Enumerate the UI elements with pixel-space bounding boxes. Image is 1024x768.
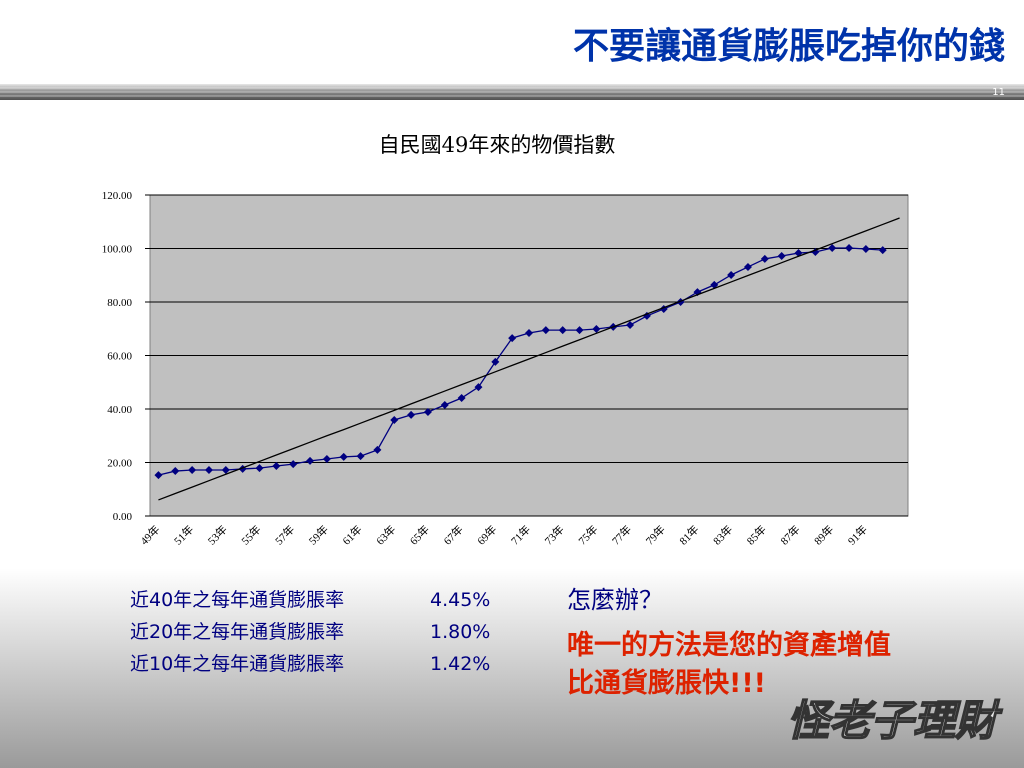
data-point	[306, 456, 315, 465]
y-tick-label: 40.00	[107, 404, 132, 416]
data-point	[204, 465, 213, 474]
data-point	[777, 251, 786, 260]
stat-value: 1.80%	[430, 621, 490, 643]
y-tick-label: 80.00	[107, 297, 132, 309]
page-number: 11	[992, 87, 1005, 98]
callout-text: 比通貨膨脹快	[567, 667, 730, 699]
data-point	[592, 325, 601, 334]
data-point	[188, 465, 197, 474]
chart-title: 自民國49年來的物價指數	[379, 133, 616, 157]
stat-label: 近10年之每年通貨膨脹率	[130, 653, 344, 675]
data-point	[440, 400, 449, 409]
data-point	[878, 246, 887, 255]
data-point	[861, 245, 870, 254]
series-line	[158, 217, 900, 501]
data-point	[626, 321, 635, 330]
callout-emphasis: !!!	[729, 668, 766, 699]
data-point	[171, 467, 180, 476]
data-point	[474, 383, 483, 392]
data-point	[272, 461, 281, 470]
data-point	[845, 243, 854, 252]
data-point	[154, 471, 163, 480]
data-point	[743, 262, 752, 271]
header-stripes	[0, 87, 1024, 97]
data-point	[508, 334, 517, 343]
data-point	[221, 465, 230, 474]
slide-title: 不要讓通貨膨脹吃掉你的錢	[573, 26, 1005, 67]
data-point	[491, 357, 500, 366]
data-point	[373, 445, 382, 454]
data-point	[457, 394, 466, 403]
data-point	[760, 254, 769, 263]
data-point	[356, 452, 365, 461]
data-point	[727, 270, 736, 279]
y-tick-label: 120.00	[102, 190, 133, 202]
data-point	[525, 329, 533, 338]
data-point	[255, 464, 264, 473]
stat-label: 近40年之每年通貨膨脹率	[130, 589, 344, 611]
logo: 怪老子理財	[787, 696, 1003, 745]
data-point	[423, 407, 432, 416]
data-point	[828, 243, 837, 252]
y-tick-label: 60.00	[107, 351, 132, 363]
y-tick-label: 100.00	[102, 244, 133, 256]
data-point	[407, 410, 416, 419]
stats: 近40年之每年通貨膨脹率 4.45% 近20年之每年通貨膨脹率 1.80% 近10年之每…	[130, 589, 490, 675]
data-point	[289, 460, 298, 469]
data-point	[710, 280, 719, 289]
stat-value: 1.42%	[430, 653, 490, 675]
data-point	[322, 455, 331, 464]
data-point	[390, 415, 399, 424]
stat-label: 近20年之每年通貨膨脹率	[130, 621, 344, 643]
callout-question: 怎麼辦？	[567, 586, 663, 614]
stat-value: 4.45%	[430, 589, 490, 611]
y-tick-label: 20.00	[107, 458, 132, 470]
data-point	[575, 326, 584, 335]
callout-line: 比通貨膨脹快!!!	[567, 667, 766, 699]
data-point	[558, 326, 567, 335]
y-tick-label: 0.00	[113, 511, 133, 523]
data-point	[541, 326, 550, 335]
callout-line: 唯一的方法是您的資產增值	[567, 629, 891, 661]
data-point	[339, 452, 348, 461]
